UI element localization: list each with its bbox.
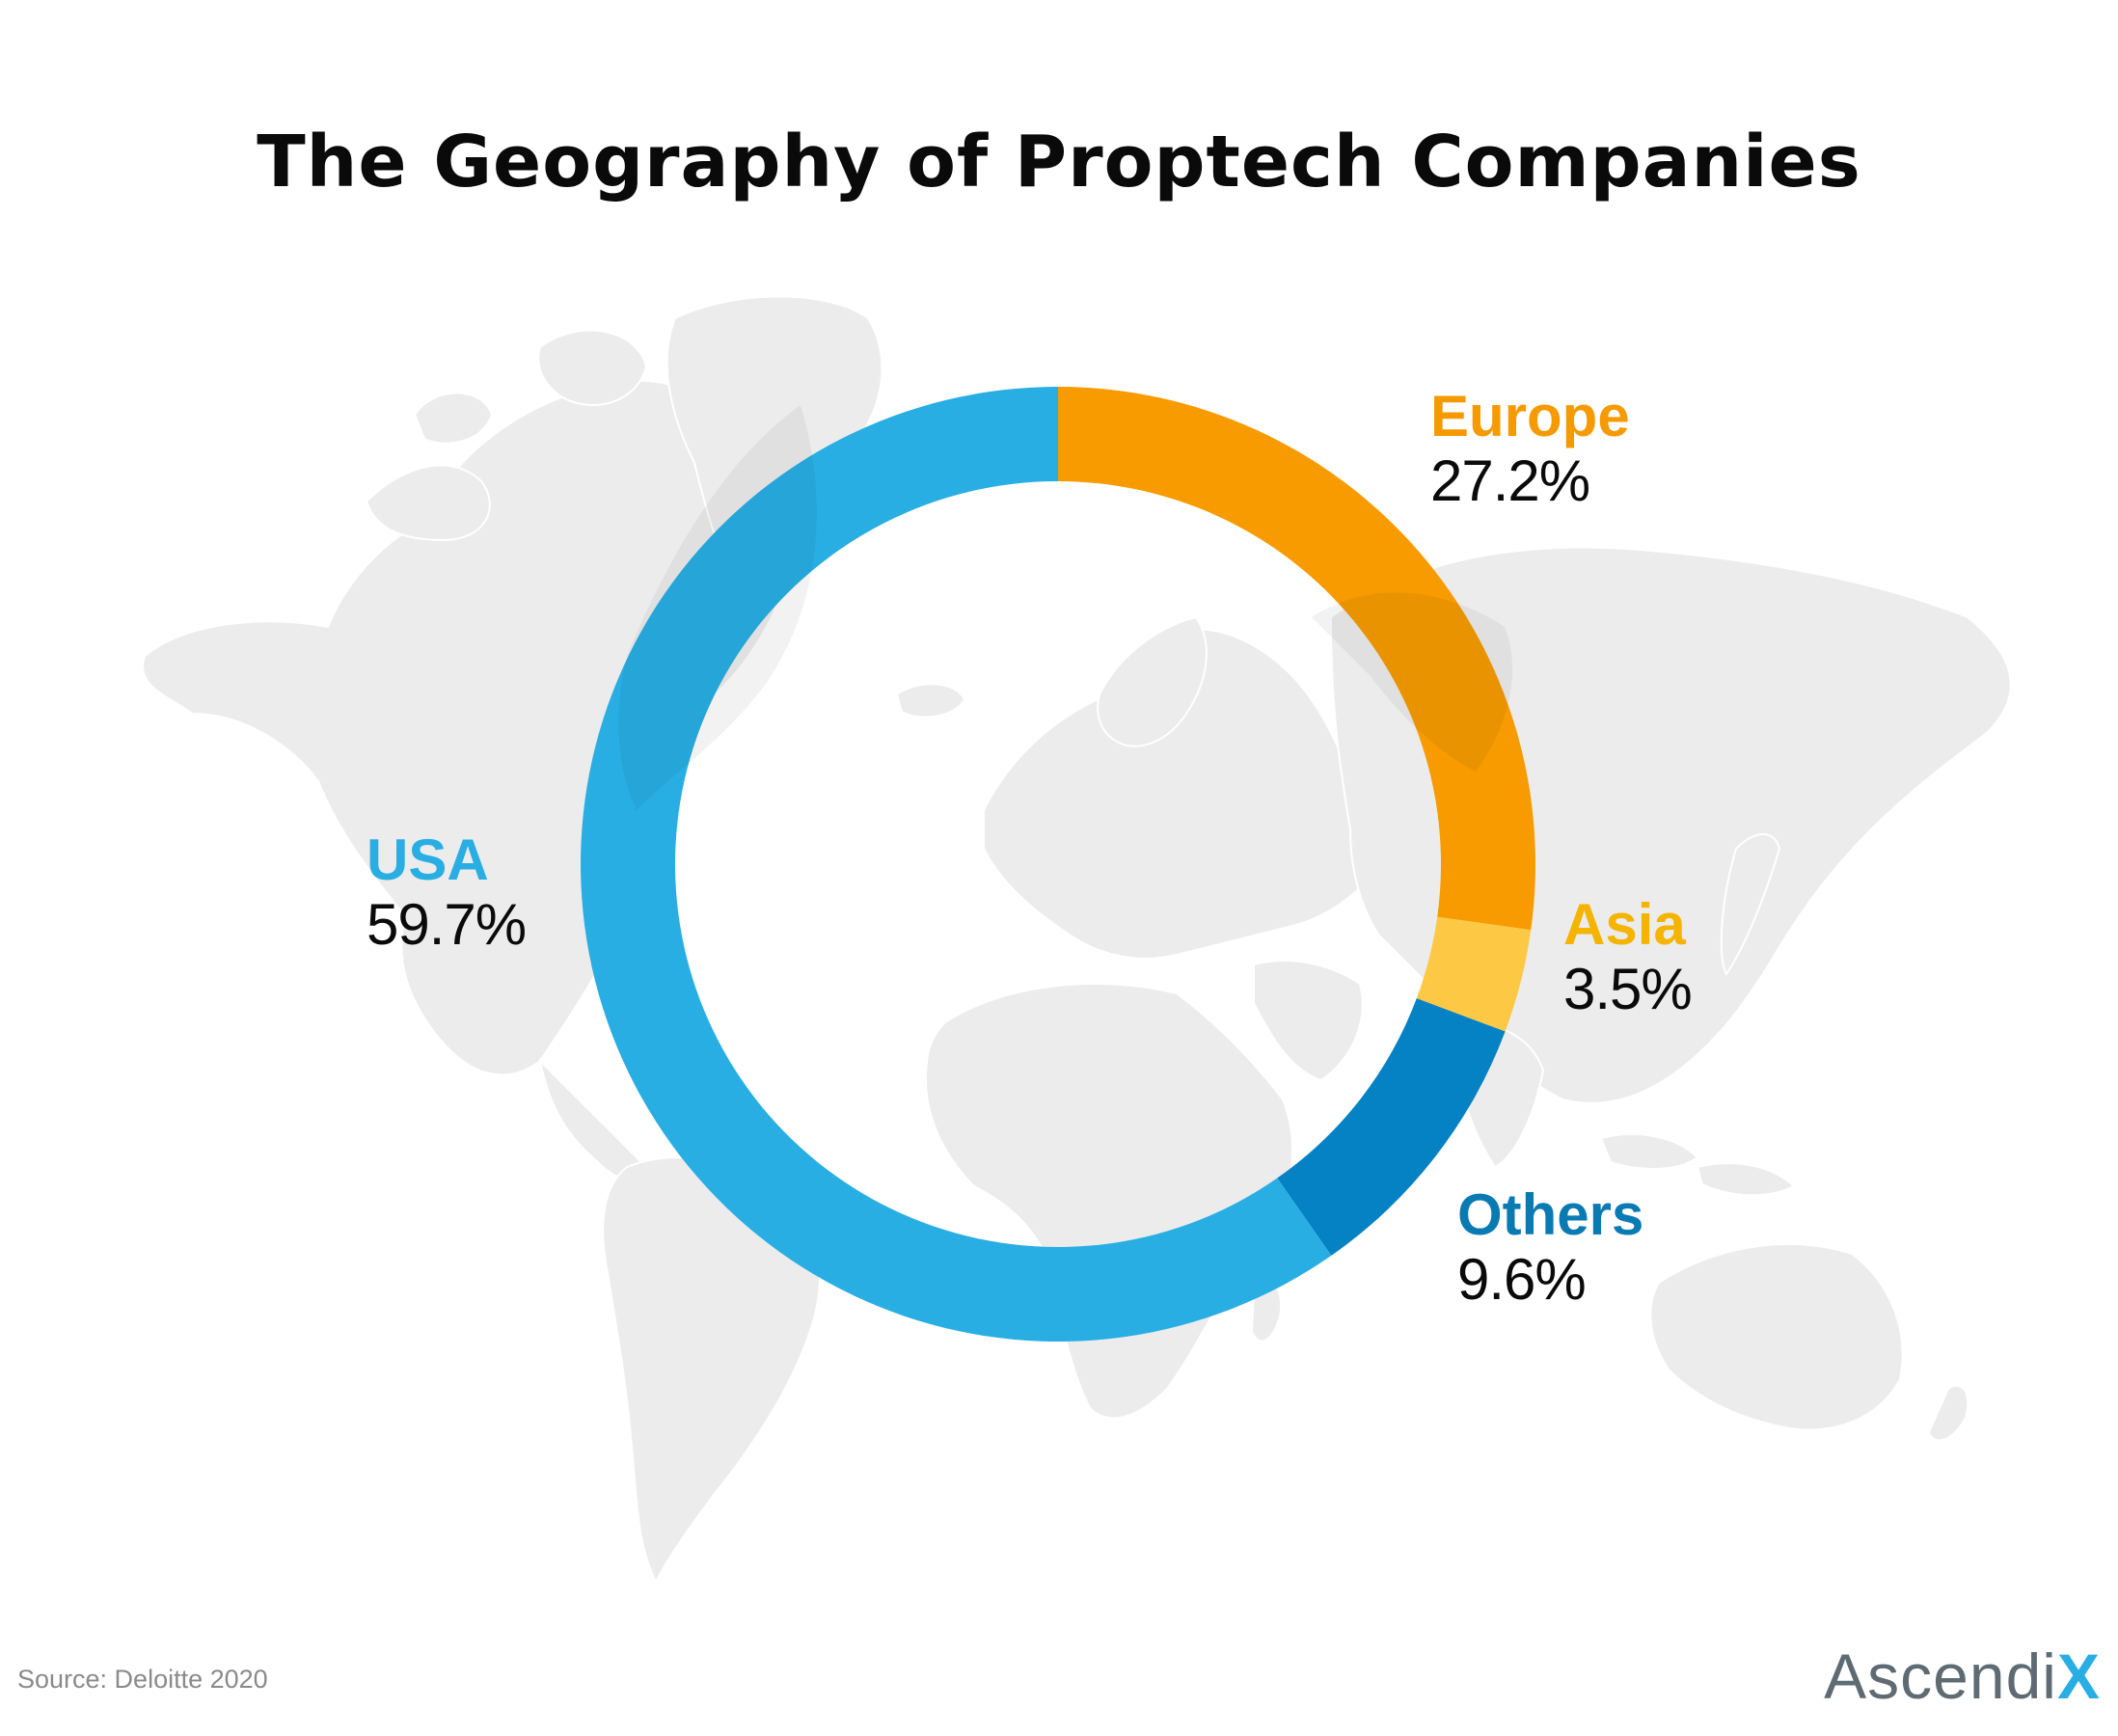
label-europe: Europe 27.2%: [1430, 384, 1630, 513]
map-se-asia-islands: [1599, 1133, 1796, 1197]
donut-slice-usa: [581, 387, 1332, 1342]
label-europe-name: Europe: [1430, 384, 1630, 448]
donut-slice-others: [1277, 998, 1506, 1256]
logo-accent-x: X: [2056, 1641, 2101, 1712]
label-europe-value: 27.2%: [1430, 448, 1590, 514]
map-iceland: [895, 683, 966, 719]
ring-map-overlay: [618, 405, 1513, 810]
label-asia-value: 3.5%: [1563, 957, 1693, 1022]
label-asia-name: Asia: [1563, 892, 1686, 957]
map-new-zealand: [1927, 1384, 1969, 1442]
label-others: Others 9.6%: [1457, 1182, 1643, 1312]
label-others-value: 9.6%: [1457, 1247, 1587, 1313]
label-usa: USA 59.7%: [367, 827, 527, 958]
label-asia: Asia 3.5%: [1563, 892, 1693, 1022]
logo-text: Ascendi: [1824, 1641, 2057, 1712]
chart-title: The Geography of Proptech Companies: [257, 121, 1861, 203]
ascendix-logo: AscendiX: [1824, 1640, 2101, 1713]
map-scandinavia: [1097, 615, 1208, 747]
map-arctic-islands: [365, 329, 648, 542]
label-usa-value: 59.7%: [367, 892, 527, 958]
label-usa-name: USA: [367, 827, 489, 892]
source-note: Source: Deloitte 2020: [17, 1665, 268, 1694]
map-japan: [1720, 833, 1781, 976]
map-australia: [1649, 1243, 1904, 1431]
donut-slice-asia: [1416, 916, 1532, 1032]
label-others-name: Others: [1457, 1182, 1644, 1247]
donut-slice-europe: [1058, 387, 1536, 931]
